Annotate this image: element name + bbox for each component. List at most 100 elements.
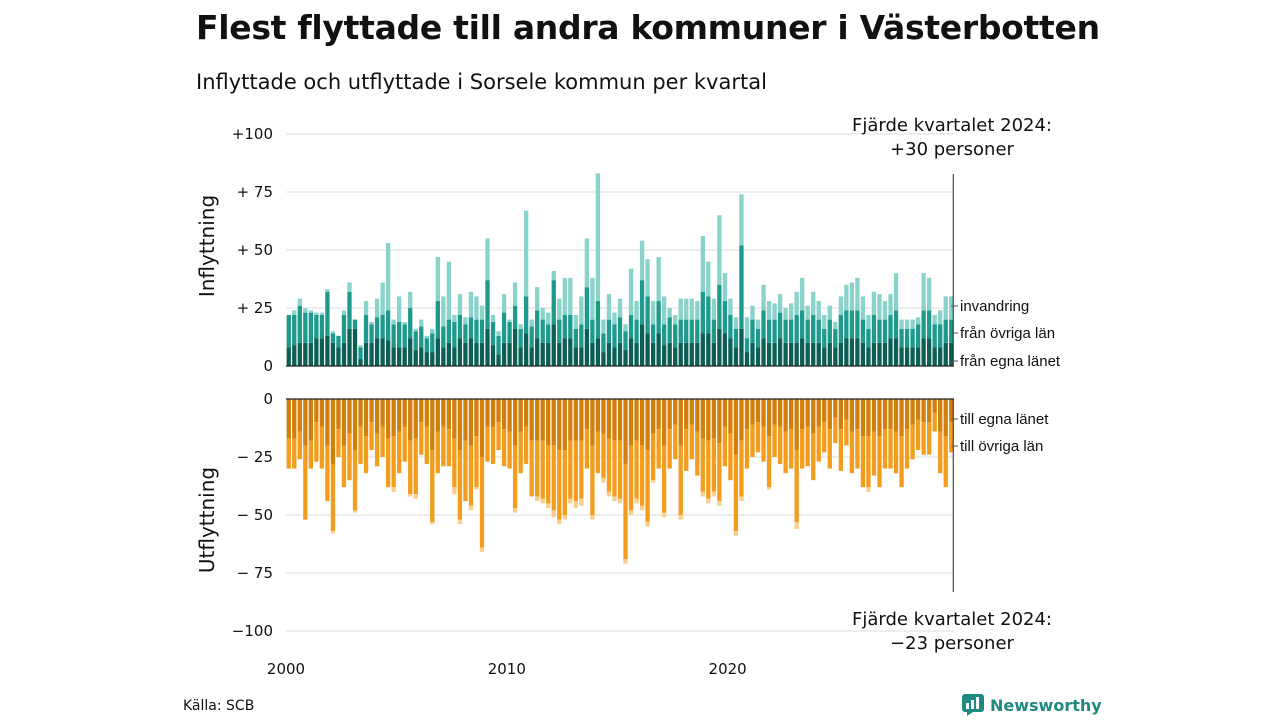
bar-in-från-egna-länet xyxy=(893,338,899,366)
bar-in-från-egna-länet xyxy=(452,347,457,366)
bar-out-till-egna-länet xyxy=(788,399,794,430)
bar-out-emigration xyxy=(623,559,628,564)
bar-in-invandring xyxy=(866,314,871,329)
bar-out-till-egna-länet xyxy=(800,399,805,430)
y-tick-label: − 25 xyxy=(237,448,273,466)
series-label: från övriga län xyxy=(960,325,1055,342)
bar-in-invandring xyxy=(915,317,921,325)
bar-out-till-övriga-län xyxy=(601,433,606,478)
bar-in-invandring xyxy=(430,328,435,334)
bar-in-invandring xyxy=(711,298,717,320)
bar-out-till-övriga-län xyxy=(385,438,391,488)
bar-in-från-övriga-län xyxy=(866,328,871,348)
bar-out-till-övriga-län xyxy=(882,429,888,469)
bar-out-till-övriga-län xyxy=(678,445,683,515)
bar-out-till-egna-länet xyxy=(303,399,308,446)
bar-in-från-egna-länet xyxy=(766,342,772,366)
bar-in-från-övriga-län xyxy=(766,319,772,343)
bar-out-till-egna-länet xyxy=(717,399,722,444)
bar-in-från-övriga-län xyxy=(573,328,578,348)
bar-out-till-övriga-län xyxy=(866,436,871,488)
bar-out-till-egna-länet xyxy=(518,399,523,432)
bar-in-från-övriga-län xyxy=(463,324,468,343)
y-tick-label: + 75 xyxy=(237,183,273,201)
bar-in-från-övriga-län xyxy=(523,296,529,334)
series-label: till övriga län xyxy=(960,438,1043,455)
bar-in-från-övriga-län xyxy=(402,324,407,348)
bar-out-till-övriga-län xyxy=(319,426,325,469)
bar-in-från-egna-länet xyxy=(380,338,385,366)
bar-out-till-egna-länet xyxy=(336,399,341,430)
bar-in-från-övriga-län xyxy=(501,312,507,343)
bar-in-från-övriga-län xyxy=(783,319,788,343)
bar-in-från-övriga-län xyxy=(424,338,429,353)
bar-in-från-egna-länet xyxy=(363,342,369,366)
bar-in-från-övriga-län xyxy=(568,314,573,339)
bar-in-från-egna-länet xyxy=(871,342,877,366)
bar-in-invandring xyxy=(667,308,672,318)
bar-in-från-övriga-län xyxy=(546,324,551,343)
bar-in-från-egna-länet xyxy=(391,347,396,366)
brand-name: Newsworthy xyxy=(990,695,1102,715)
bar-in-invandring xyxy=(330,331,336,334)
y-tick-label: + 50 xyxy=(237,241,273,259)
bar-out-till-övriga-län xyxy=(877,436,882,488)
bar-out-till-övriga-län xyxy=(623,463,628,560)
bar-in-från-egna-länet xyxy=(336,347,341,366)
bar-in-invandring xyxy=(932,314,937,325)
bar-in-från-egna-länet xyxy=(921,338,926,366)
bar-out-till-övriga-län xyxy=(645,450,650,522)
bar-in-från-egna-länet xyxy=(833,347,838,366)
bar-in-från-övriga-län xyxy=(755,328,761,348)
bar-out-till-egna-länet xyxy=(871,399,877,432)
bar-out-till-egna-länet xyxy=(380,399,385,427)
bar-in-från-övriga-län xyxy=(479,319,485,343)
bar-in-från-egna-länet xyxy=(341,342,347,366)
bar-out-till-egna-länet xyxy=(910,399,915,425)
y-axis-title: Inflyttning xyxy=(195,195,219,297)
bar-in-invandring xyxy=(766,301,772,320)
bar-in-invandring xyxy=(722,273,728,302)
bar-out-till-egna-länet xyxy=(297,399,302,432)
bar-in-från-egna-länet xyxy=(430,352,435,366)
bar-in-från-egna-länet xyxy=(888,338,893,366)
bar-out-till-övriga-län xyxy=(507,431,512,469)
bar-in-invandring xyxy=(673,314,678,325)
bar-out-till-övriga-län xyxy=(612,440,617,497)
bar-in-från-egna-länet xyxy=(374,338,380,366)
bar-out-till-övriga-län xyxy=(374,433,380,467)
bar-out-till-övriga-län xyxy=(755,422,761,453)
bar-out-emigration xyxy=(612,496,617,502)
y-tick-label: 0 xyxy=(263,357,273,375)
bar-in-från-övriga-län xyxy=(811,314,816,343)
bar-out-till-övriga-län xyxy=(788,429,794,469)
bar-in-från-övriga-län xyxy=(921,310,926,339)
bar-out-emigration xyxy=(457,519,463,525)
bar-out-till-övriga-län xyxy=(518,431,523,474)
bar-in-från-egna-länet xyxy=(783,342,788,366)
bar-out-till-övriga-län xyxy=(706,440,711,499)
bar-in-invandring xyxy=(601,319,606,334)
bar-in-från-övriga-län xyxy=(535,310,540,339)
gridlines xyxy=(286,133,954,632)
bar-in-från-egna-länet xyxy=(866,347,871,366)
bar-in-invandring xyxy=(303,308,308,313)
bar-out-till-övriga-län xyxy=(336,429,341,457)
bar-in-från-övriga-län xyxy=(893,310,899,339)
bar-out-till-egna-länet xyxy=(838,399,843,430)
bar-out-till-övriga-län xyxy=(557,450,562,520)
bar-in-invandring xyxy=(645,259,650,297)
bar-in-från-övriga-län xyxy=(695,319,700,343)
bar-out-emigration xyxy=(711,491,717,497)
bar-in-från-egna-länet xyxy=(325,335,330,366)
bar-out-emigration xyxy=(551,510,556,518)
bar-out-till-övriga-län xyxy=(303,445,308,520)
bar-out-till-övriga-län xyxy=(314,422,319,462)
bar-in-invandring xyxy=(380,282,385,315)
bar-out-till-egna-länet xyxy=(755,399,761,423)
x-tick-label: 2010 xyxy=(488,660,526,678)
bar-out-till-egna-länet xyxy=(606,399,612,439)
bar-in-från-övriga-län xyxy=(877,319,882,343)
y-tick-label: +100 xyxy=(232,125,273,143)
bar-in-invandring xyxy=(800,277,805,311)
